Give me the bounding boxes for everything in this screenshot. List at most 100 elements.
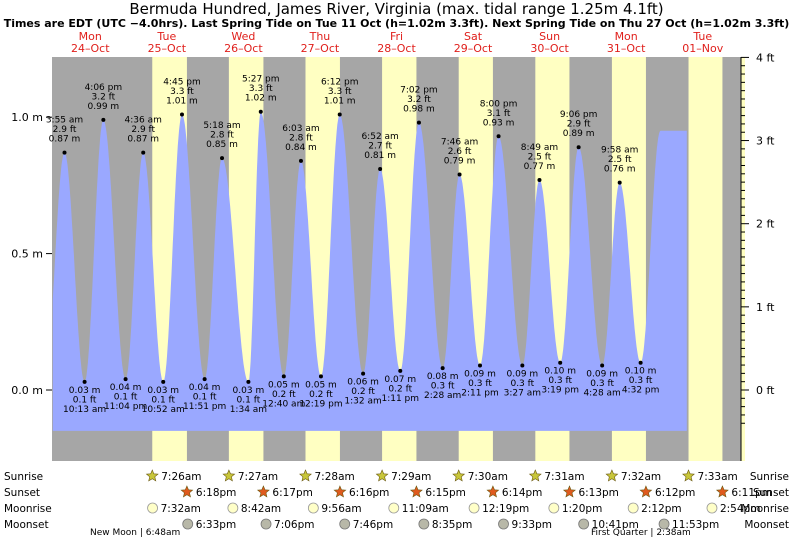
tide-height-ft: 0.3 ft — [510, 379, 534, 389]
day-name: Fri — [390, 30, 403, 43]
almanac-row-label-left: Moonset — [4, 519, 49, 531]
tide-height-m: 0.79 m — [444, 156, 476, 166]
tide-height-ft: 0.3 ft — [590, 379, 614, 389]
day-labels: Mon24–OctTue25–OctWed26–OctThu27–OctFri2… — [71, 30, 724, 55]
sunrise-icon — [452, 469, 466, 482]
low-tide-point — [478, 363, 483, 368]
moonset-time: 9:33pm — [512, 519, 552, 531]
moonset-icon — [260, 518, 272, 530]
moonrise-icon — [227, 502, 239, 514]
sunset-time: 6:11pm — [731, 487, 771, 499]
sunrise-icon — [682, 469, 695, 482]
tide-time: 8:49 am — [521, 143, 558, 153]
low-tide-point — [398, 368, 403, 373]
moonset-time: 10:41pm — [592, 519, 639, 531]
tide-time: 11:51 pm — [183, 402, 226, 412]
tide-height-ft: 2.6 ft — [448, 147, 472, 157]
low-tide-point — [82, 379, 87, 384]
y-left-tick-label: 0.0 m — [11, 384, 43, 397]
high-tide-point — [416, 120, 421, 125]
sunset-icon — [715, 485, 729, 498]
tide-time: 12:40 am — [262, 399, 305, 409]
moonset-time: 8:35pm — [432, 519, 472, 531]
tide-height-ft: 2.5 ft — [528, 152, 552, 162]
tide-height-ft: 3.2 ft — [91, 92, 115, 102]
tide-time: 11:04 pm — [104, 402, 147, 412]
moonrise-icon — [706, 502, 718, 514]
tide-height-ft: 3.3 ft — [249, 84, 273, 94]
tide-height-m: 0.04 m — [110, 383, 142, 393]
low-tide-point — [361, 371, 366, 376]
tide-curve — [52, 111, 687, 431]
tide-time: 9:58 am — [601, 146, 638, 156]
high-tide-point — [62, 150, 67, 155]
chart-subtitle: Times are EDT (UTC −4.0hrs). Last Spring… — [3, 17, 790, 30]
low-tide-point — [638, 360, 643, 365]
tide-time: 10:52 am — [142, 405, 185, 415]
day-date: 01–Nov — [682, 42, 723, 55]
tide-time: 1:34 am — [230, 405, 267, 415]
high-tide-point — [457, 172, 462, 177]
sunset-time: 6:13pm — [578, 487, 618, 499]
day-date: 27–Oct — [301, 42, 340, 55]
day-date: 24–Oct — [71, 42, 110, 55]
tide-height-m: 0.93 m — [483, 118, 515, 128]
moonset-icon — [658, 518, 670, 530]
low-tide-point — [161, 379, 166, 384]
y-right-tick-label: 3 ft — [756, 135, 775, 148]
almanac-row-label-right: Sunset — [753, 487, 789, 499]
tide-time: 4:45 pm — [163, 77, 201, 87]
high-tide-point — [298, 158, 303, 163]
day-name: Tue — [156, 30, 176, 43]
day-name: Mon — [615, 30, 638, 43]
moonset-icon — [498, 518, 509, 530]
y-left-tick-label: 0.5 m — [11, 248, 43, 261]
tide-time: 1:11 pm — [381, 394, 419, 404]
tide-height-ft: 2.5 ft — [608, 155, 632, 165]
moonrise-time: 2:12pm — [641, 503, 681, 515]
tide-height-ft: 2.8 ft — [289, 133, 313, 143]
tide-height-ft: 0.1 ft — [114, 393, 138, 403]
sunset-icon — [562, 485, 576, 498]
sunrise-icon — [299, 469, 312, 482]
axes: 0 ft 1 ft 2 ft 3 ft 4 ft 0.0 m 0.5 m 1.0 m — [11, 51, 775, 461]
tide-height-ft: 2.7 ft — [368, 142, 392, 152]
tide-time: 3:55 am — [46, 116, 83, 126]
sunrise-time: 7:26am — [161, 471, 201, 483]
tide-time: 4:28 am — [583, 388, 620, 398]
y-right-tick-label: 2 ft — [756, 218, 775, 231]
tide-height-m: 1.02 m — [245, 94, 277, 104]
tide-time: 4:06 pm — [85, 83, 123, 93]
tide-height-ft: 0.3 ft — [629, 376, 653, 386]
almanac-row-label-right: Sunrise — [750, 471, 789, 483]
day-date: 31–Oct — [607, 42, 646, 55]
tide-height-ft: 0.2 ft — [351, 387, 375, 397]
tide-height-m: 0.07 m — [384, 375, 416, 385]
tide-height-ft: 0.1 ft — [193, 393, 217, 403]
day-name: Sat — [464, 30, 483, 43]
day-date: 28–Oct — [377, 42, 416, 55]
tide-height-ft: 0.3 ft — [431, 382, 455, 392]
high-tide-point — [378, 167, 383, 172]
moonrise-time: 2:54pm — [720, 503, 760, 515]
moonrise-icon — [468, 502, 480, 514]
tide-height-m: 0.05 m — [268, 380, 300, 390]
tide-height-m: 0.03 m — [147, 386, 179, 396]
tide-time: 12:19 pm — [299, 399, 342, 409]
almanac-row-label-right: Moonset — [744, 519, 789, 531]
tide-height-m: 0.84 m — [285, 143, 317, 153]
tide-height-ft: 3.2 ft — [407, 95, 431, 105]
moonrise-icon — [307, 502, 319, 514]
moonrise-icon — [627, 502, 639, 514]
high-tide-point — [617, 180, 622, 185]
almanac-row-label-right: Moonrise — [741, 503, 789, 515]
tide-time: 9:06 pm — [560, 110, 598, 120]
sunrise-time: 7:29am — [391, 471, 431, 483]
tide-height-m: 0.76 m — [604, 165, 636, 175]
tide-height-m: 0.99 m — [88, 102, 120, 112]
daylight-band — [688, 57, 723, 461]
low-tide-point — [318, 374, 323, 379]
tide-time: 8:00 pm — [480, 99, 518, 109]
tide-time: 10:13 am — [63, 405, 106, 415]
tide-height-m: 1.01 m — [324, 96, 356, 106]
